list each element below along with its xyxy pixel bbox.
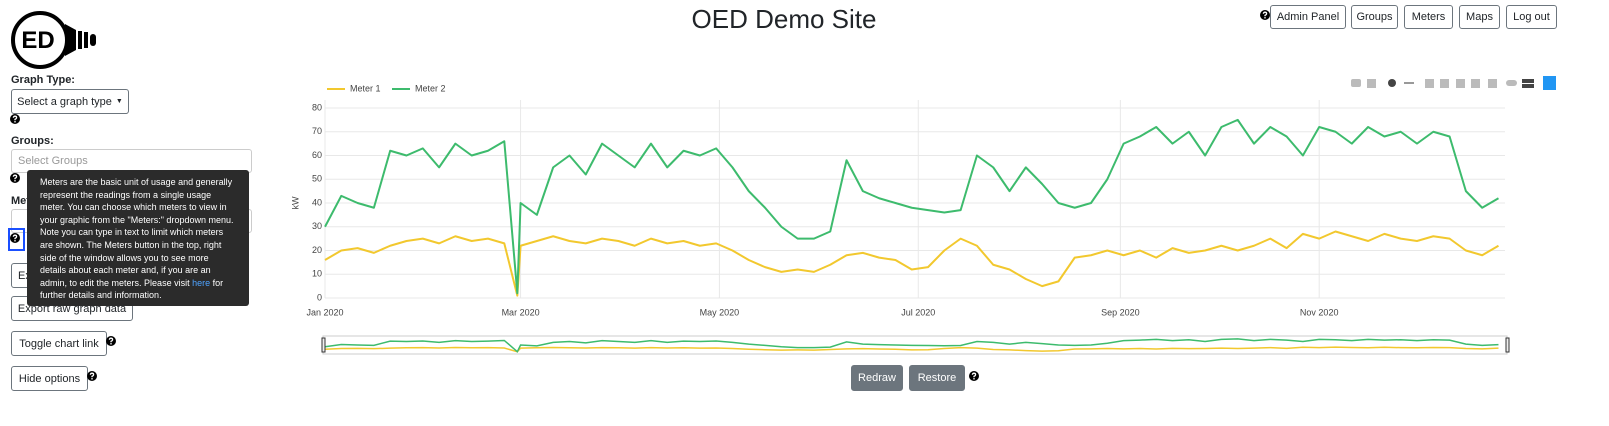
range-handle [321, 337, 326, 353]
groups-select[interactable]: Select Groups [11, 149, 252, 173]
focus-box [8, 228, 25, 251]
tooltip-line: your graphic from the "Meters:" dropdown… [40, 214, 234, 225]
y-tick-label: 0 [317, 292, 322, 302]
tooltip-line: are shown. The Meters button in the top,… [40, 239, 222, 250]
y-tick-label: 10 [312, 269, 322, 279]
caret: ▼ [115, 98, 123, 105]
graph-type-select[interactable]: Select a graph type ▼ [11, 89, 129, 114]
help-icon[interactable] [106, 336, 116, 346]
logo-text: ED [21, 27, 54, 54]
y-tick-label: 30 [312, 221, 322, 231]
y-tick-label: 70 [312, 126, 322, 136]
logo: ED [11, 11, 96, 69]
groups-label: Groups: [11, 135, 54, 147]
restore-button[interactable]: Restore [909, 365, 965, 391]
help-icon[interactable] [10, 233, 20, 243]
help-icon[interactable] [87, 371, 97, 381]
y-tick-label: 80 [312, 102, 322, 112]
help-icon[interactable] [969, 371, 979, 381]
legend-label: Meter 1 [350, 83, 381, 93]
select-text: Select a graph type [17, 95, 112, 108]
page-title: OED Demo Site [691, 4, 877, 34]
series-line [324, 118, 1499, 295]
nav-button[interactable]: Log out [1506, 5, 1557, 29]
tooltip-text: admin, to edit the meters. Please visit [40, 277, 193, 288]
tooltip-link[interactable]: here [192, 277, 211, 288]
help-icon[interactable] [10, 173, 20, 183]
hide-options-button[interactable]: Hide options [11, 366, 88, 391]
graph-type-label: Graph Type: [11, 74, 75, 86]
nav-button[interactable]: Maps [1459, 5, 1500, 29]
toggle-link-button[interactable]: Toggle chart link [11, 331, 107, 356]
tooltip-line: meter. You can choose which meters to vi… [40, 202, 227, 213]
tooltip-line: represent the readings from a single usa… [40, 189, 212, 200]
y-tick-label: 40 [312, 197, 322, 207]
y-axis-label: kW [290, 196, 300, 210]
mode-bar [1351, 76, 1556, 90]
tooltip-line: further details and information. [40, 290, 162, 301]
x-tick-label: Nov 2020 [1300, 307, 1339, 317]
tooltip-body: Meters are the basic unit of usage and g… [40, 176, 249, 277]
range-slider-line [324, 346, 1499, 353]
nav-button[interactable]: Groups [1351, 5, 1398, 29]
tooltip-line: Note you can type in text to limit which… [40, 227, 224, 238]
tooltip-text: for [210, 277, 224, 288]
redraw-button[interactable]: Redraw [851, 365, 903, 391]
x-tick-label: Jan 2020 [306, 307, 343, 317]
tooltip: Meters are the basic unit of usage and g… [27, 170, 249, 306]
placeholder: Select Groups [18, 155, 88, 167]
tooltip-line: Meters are the basic unit of usage and g… [40, 177, 233, 187]
help-icon[interactable] [1260, 10, 1270, 20]
tooltip-line: admin, to edit the meters. Please visit … [40, 277, 249, 290]
series-line [324, 230, 1499, 297]
x-tick-label: Mar 2020 [502, 307, 540, 317]
x-tick-label: May 2020 [700, 307, 740, 317]
range-slider-line [324, 338, 1499, 353]
help-icon[interactable] [10, 114, 20, 124]
nav-button[interactable]: Meters [1404, 5, 1453, 29]
x-tick-label: Jul 2020 [901, 307, 935, 317]
tooltip-line: details about each meter and, if you are… [40, 265, 211, 276]
y-tick-label: 60 [312, 150, 322, 160]
x-tick-label: Sep 2020 [1101, 307, 1140, 317]
y-tick-label: 20 [312, 245, 322, 255]
range-handle [1505, 337, 1510, 353]
tooltip-line: side of the window allows you to see mor… [40, 252, 209, 263]
legend-label: Meter 2 [415, 83, 446, 93]
y-tick-label: 50 [312, 174, 322, 184]
nav-button[interactable]: Admin Panel [1270, 5, 1346, 29]
